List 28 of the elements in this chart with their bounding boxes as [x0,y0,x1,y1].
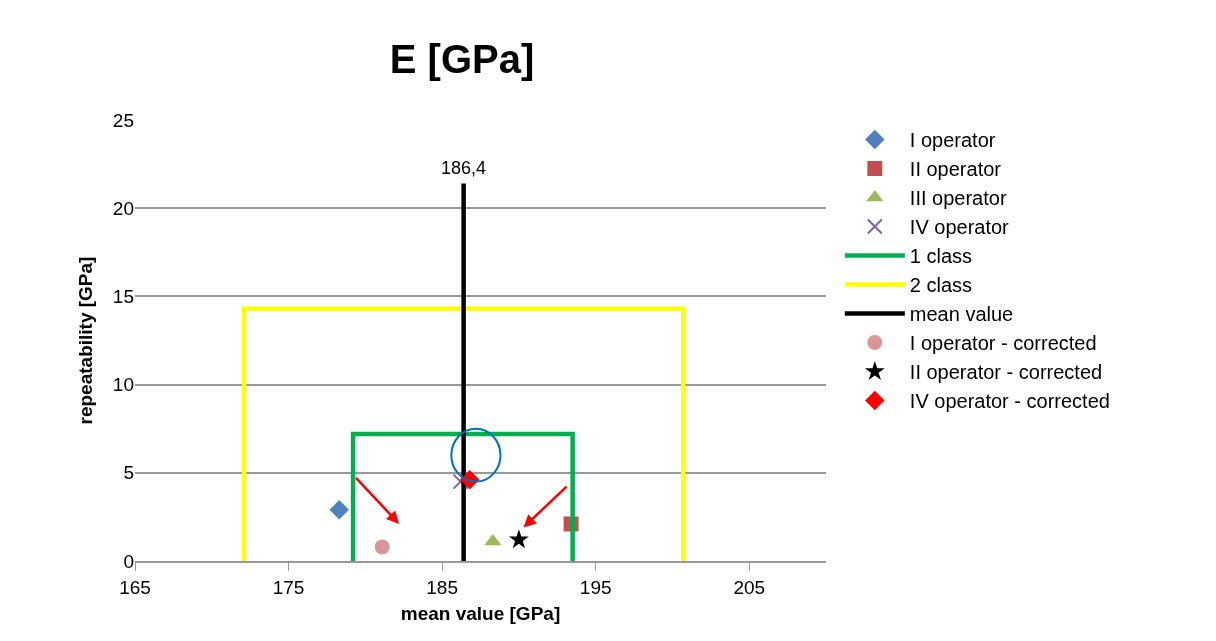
legend-label: mean value [909,303,1014,326]
annotation: 186,4 [441,158,487,178]
legend-label: I operator [909,129,996,152]
legend-label: I operator - corrected [909,332,1097,355]
x-tick-label: 185 [426,576,458,598]
legend-label: II operator [909,158,1002,181]
y-tick-label: 20 [112,197,134,219]
legend-label: 2 class [909,274,973,297]
x-tick-label: 205 [733,576,766,598]
y-tick-label: 10 [112,374,134,396]
x-axis-title: mean value [GPa] [400,602,561,624]
legend-label: II operator - corrected [909,361,1103,384]
point [374,539,390,555]
legend-label: IV operator - corrected [909,390,1110,413]
point [508,529,529,549]
legend-label: IV operator [909,216,1010,239]
point [329,500,349,520]
x-tick-label: 195 [579,576,612,598]
y-tick-label: 25 [112,109,134,131]
y-tick-label: 0 [123,550,134,572]
legend-label: III operator [909,187,1007,210]
y-axis-title: repeatability [GPa] [74,256,96,425]
x-tick-label: 165 [119,576,151,598]
y-tick-label: 5 [123,462,134,484]
legend-label: 1 class [909,245,973,268]
x-tick-label: 175 [272,576,305,598]
y-tick-label: 15 [112,286,134,308]
chart-title: E [GPa] [389,36,535,81]
